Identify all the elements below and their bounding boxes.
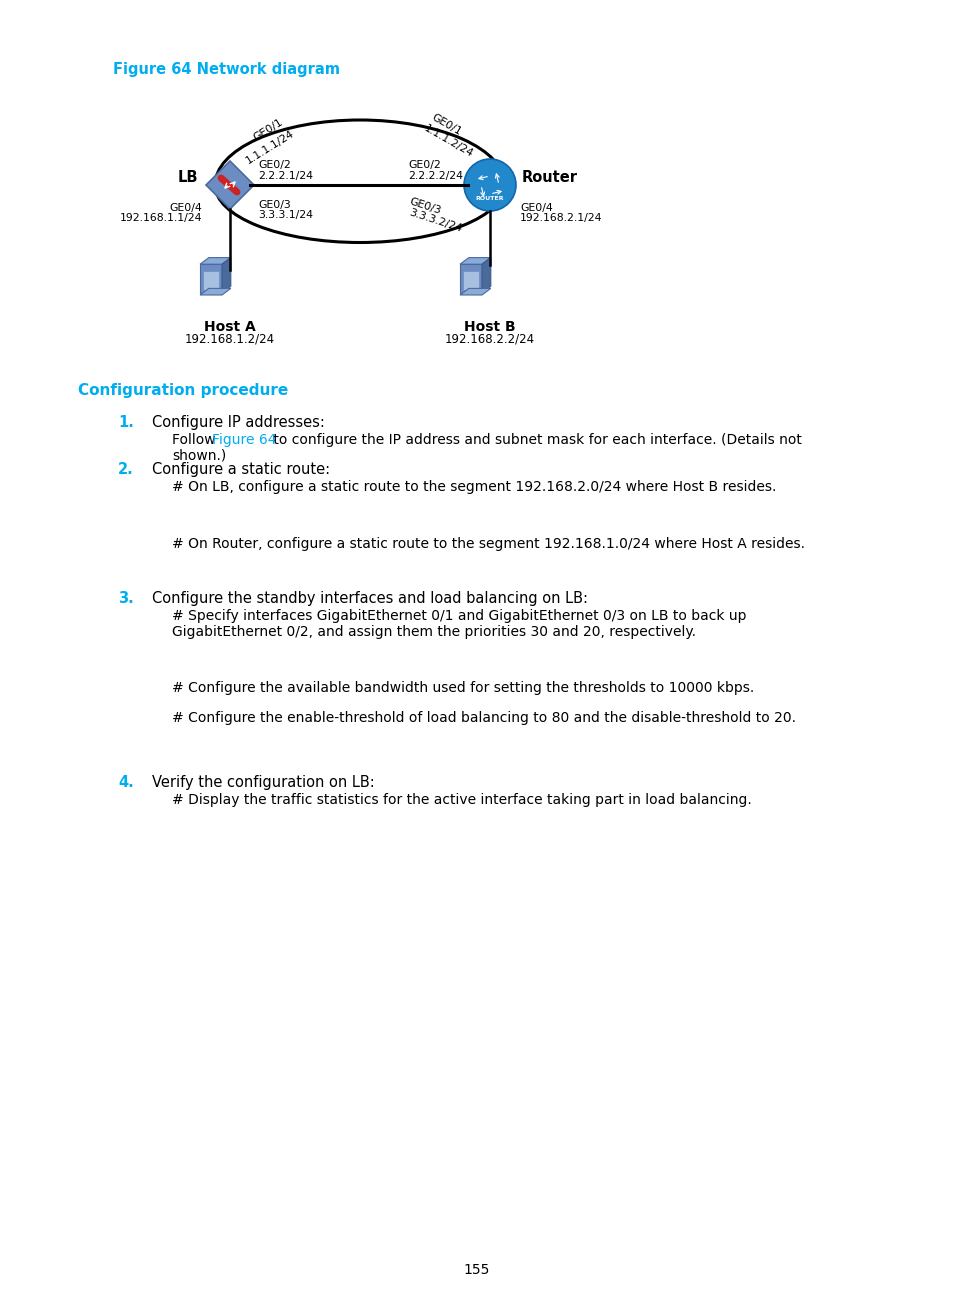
Polygon shape [459, 258, 490, 264]
Text: GigabitEthernet 0/2, and assign them the priorities 30 and 20, respectively.: GigabitEthernet 0/2, and assign them the… [172, 625, 696, 639]
Polygon shape [200, 258, 231, 264]
Text: Host B: Host B [464, 320, 516, 334]
Text: # On Router, configure a static route to the segment 192.168.1.0/24 where Host A: # On Router, configure a static route to… [172, 537, 804, 551]
Polygon shape [459, 264, 481, 293]
Text: # Configure the available bandwidth used for setting the thresholds to 10000 kbp: # Configure the available bandwidth used… [172, 680, 754, 695]
Polygon shape [206, 161, 253, 209]
Text: 155: 155 [463, 1264, 490, 1277]
Text: 192.168.2.2/24: 192.168.2.2/24 [444, 333, 535, 346]
Text: 192.168.2.1/24: 192.168.2.1/24 [519, 213, 602, 223]
Text: GE0/2: GE0/2 [257, 159, 291, 170]
Text: Figure 64 Network diagram: Figure 64 Network diagram [112, 62, 339, 76]
Polygon shape [481, 258, 490, 293]
Text: # Specify interfaces GigabitEthernet 0/1 and GigabitEthernet 0/3 on LB to back u: # Specify interfaces GigabitEthernet 0/1… [172, 609, 745, 623]
Polygon shape [463, 271, 478, 289]
Text: to configure the IP address and subnet mask for each interface. (Details not: to configure the IP address and subnet m… [269, 433, 801, 447]
Text: GE0/1: GE0/1 [252, 117, 285, 143]
Text: 1.1.1.2/24: 1.1.1.2/24 [421, 123, 475, 159]
Text: GE0/3: GE0/3 [408, 196, 442, 215]
Text: Router: Router [521, 170, 578, 184]
Text: Configure the standby interfaces and load balancing on LB:: Configure the standby interfaces and loa… [152, 591, 587, 607]
Text: Verify the configuration on LB:: Verify the configuration on LB: [152, 775, 375, 791]
Text: 3.3.3.1/24: 3.3.3.1/24 [257, 210, 313, 220]
Text: # Configure the enable-threshold of load balancing to 80 and the disable-thresho: # Configure the enable-threshold of load… [172, 712, 795, 724]
Circle shape [463, 159, 516, 211]
Text: Figure 64: Figure 64 [212, 433, 276, 447]
Text: # On LB, configure a static route to the segment 192.168.2.0/24 where Host B res: # On LB, configure a static route to the… [172, 480, 776, 494]
Text: GE0/2: GE0/2 [408, 159, 440, 170]
Polygon shape [200, 289, 231, 295]
Text: 2.: 2. [118, 461, 133, 477]
Text: shown.): shown.) [172, 448, 226, 463]
Text: 192.168.1.1/24: 192.168.1.1/24 [119, 213, 202, 223]
Polygon shape [203, 271, 218, 289]
Polygon shape [459, 289, 490, 295]
Text: ROUTER: ROUTER [476, 197, 504, 201]
Text: GE0/3: GE0/3 [257, 200, 291, 210]
Text: 2.2.2.2/24: 2.2.2.2/24 [408, 171, 462, 181]
Text: 192.168.1.2/24: 192.168.1.2/24 [185, 333, 274, 346]
Text: Configuration procedure: Configuration procedure [78, 384, 288, 398]
Text: 3.3.3.2/24: 3.3.3.2/24 [408, 207, 463, 233]
Text: GE0/1: GE0/1 [430, 111, 463, 137]
Text: Follow: Follow [172, 433, 220, 447]
Polygon shape [222, 258, 231, 293]
Text: # Display the traffic statistics for the active interface taking part in load ba: # Display the traffic statistics for the… [172, 793, 751, 807]
Text: LB: LB [177, 170, 198, 184]
Text: Configure IP addresses:: Configure IP addresses: [152, 415, 325, 430]
Text: 1.1.1.1/24: 1.1.1.1/24 [244, 128, 295, 166]
Text: GE0/4: GE0/4 [169, 203, 202, 213]
Text: 3.: 3. [118, 591, 133, 607]
Text: 1.: 1. [118, 415, 133, 430]
Polygon shape [200, 264, 222, 293]
Text: GE0/4: GE0/4 [519, 203, 552, 213]
Text: Configure a static route:: Configure a static route: [152, 461, 330, 477]
Text: 4.: 4. [118, 775, 133, 791]
Text: Host A: Host A [204, 320, 255, 334]
Text: 2.2.2.1/24: 2.2.2.1/24 [257, 171, 313, 181]
